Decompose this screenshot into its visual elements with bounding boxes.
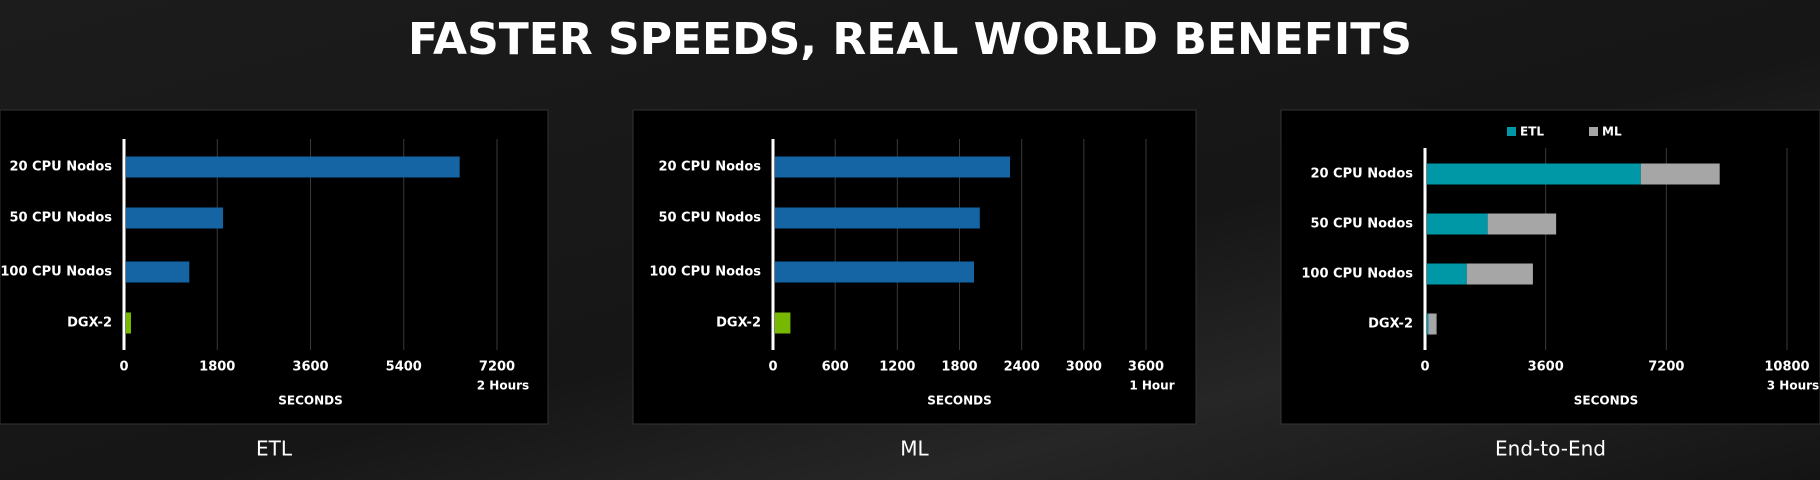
bar-segment: [1640, 163, 1720, 185]
category-label: 100 CPU Nodos: [649, 265, 761, 280]
category-label: 100 CPU Nodos: [1301, 267, 1413, 282]
bar: [126, 207, 224, 229]
x-tick-label: 10800: [1764, 360, 1809, 375]
category-label: 50 CPU Nodos: [9, 211, 112, 226]
category-label: DGX-2: [67, 316, 112, 331]
x-tick-label: 0: [768, 360, 777, 375]
category-label: 50 CPU Nodos: [1310, 217, 1413, 232]
x-tick-label: 1200: [879, 360, 915, 375]
bar: [775, 207, 980, 229]
panel: [1280, 109, 1820, 425]
bar-segment: [1466, 263, 1533, 285]
x-tick-label: 7200: [1648, 360, 1684, 375]
x-axis-title: SECONDS: [927, 394, 992, 408]
chart-title: End-to-End: [1495, 437, 1606, 461]
chart-title: ETL: [256, 437, 293, 461]
x-tick-label: 3600: [292, 360, 328, 375]
annotation: 3 Hours: [1767, 379, 1819, 393]
bar: [126, 261, 190, 283]
bar-segment: [1427, 163, 1641, 185]
legend-label: ML: [1602, 125, 1622, 139]
x-tick-label: 5400: [386, 360, 422, 375]
bar: [775, 156, 1011, 178]
x-tick-label: 0: [119, 360, 128, 375]
bar: [775, 261, 975, 283]
legend-label: ETL: [1520, 125, 1544, 139]
annotation: 1 Hour: [1129, 379, 1174, 393]
bar-segment: [1427, 213, 1488, 235]
x-tick-label: 2400: [1004, 360, 1040, 375]
x-axis-title: SECONDS: [1574, 394, 1639, 408]
category-label: 20 CPU Nodos: [1310, 167, 1413, 182]
page-title: FASTER SPEEDS, REAL WORLD BENEFITS: [408, 14, 1412, 65]
bar-segment: [1427, 313, 1429, 335]
annotation: 2 Hours: [477, 379, 529, 393]
category-label: DGX-2: [716, 316, 761, 331]
legend-swatch: [1507, 127, 1516, 136]
bar: [126, 312, 131, 334]
x-tick-label: 3600: [1528, 360, 1564, 375]
x-tick-label: 3000: [1066, 360, 1102, 375]
category-label: 20 CPU Nodos: [658, 160, 761, 175]
bar-segment: [1487, 213, 1557, 235]
chart-title: ML: [900, 437, 929, 461]
category-label: 20 CPU Nodos: [9, 160, 112, 175]
x-tick-label: 1800: [941, 360, 977, 375]
x-tick-label: 600: [822, 360, 849, 375]
x-axis-title: SECONDS: [278, 394, 343, 408]
category-label: 50 CPU Nodos: [658, 211, 761, 226]
x-tick-label: 1800: [199, 360, 235, 375]
legend-swatch: [1589, 127, 1598, 136]
category-label: 100 CPU Nodos: [0, 265, 112, 280]
x-tick-label: 7200: [479, 360, 515, 375]
x-tick-label: 3600: [1128, 360, 1164, 375]
bar-segment: [1428, 313, 1437, 335]
bar: [775, 312, 791, 334]
category-label: DGX-2: [1368, 317, 1413, 332]
bar: [126, 156, 460, 178]
bar-segment: [1427, 263, 1467, 285]
x-tick-label: 0: [1420, 360, 1429, 375]
